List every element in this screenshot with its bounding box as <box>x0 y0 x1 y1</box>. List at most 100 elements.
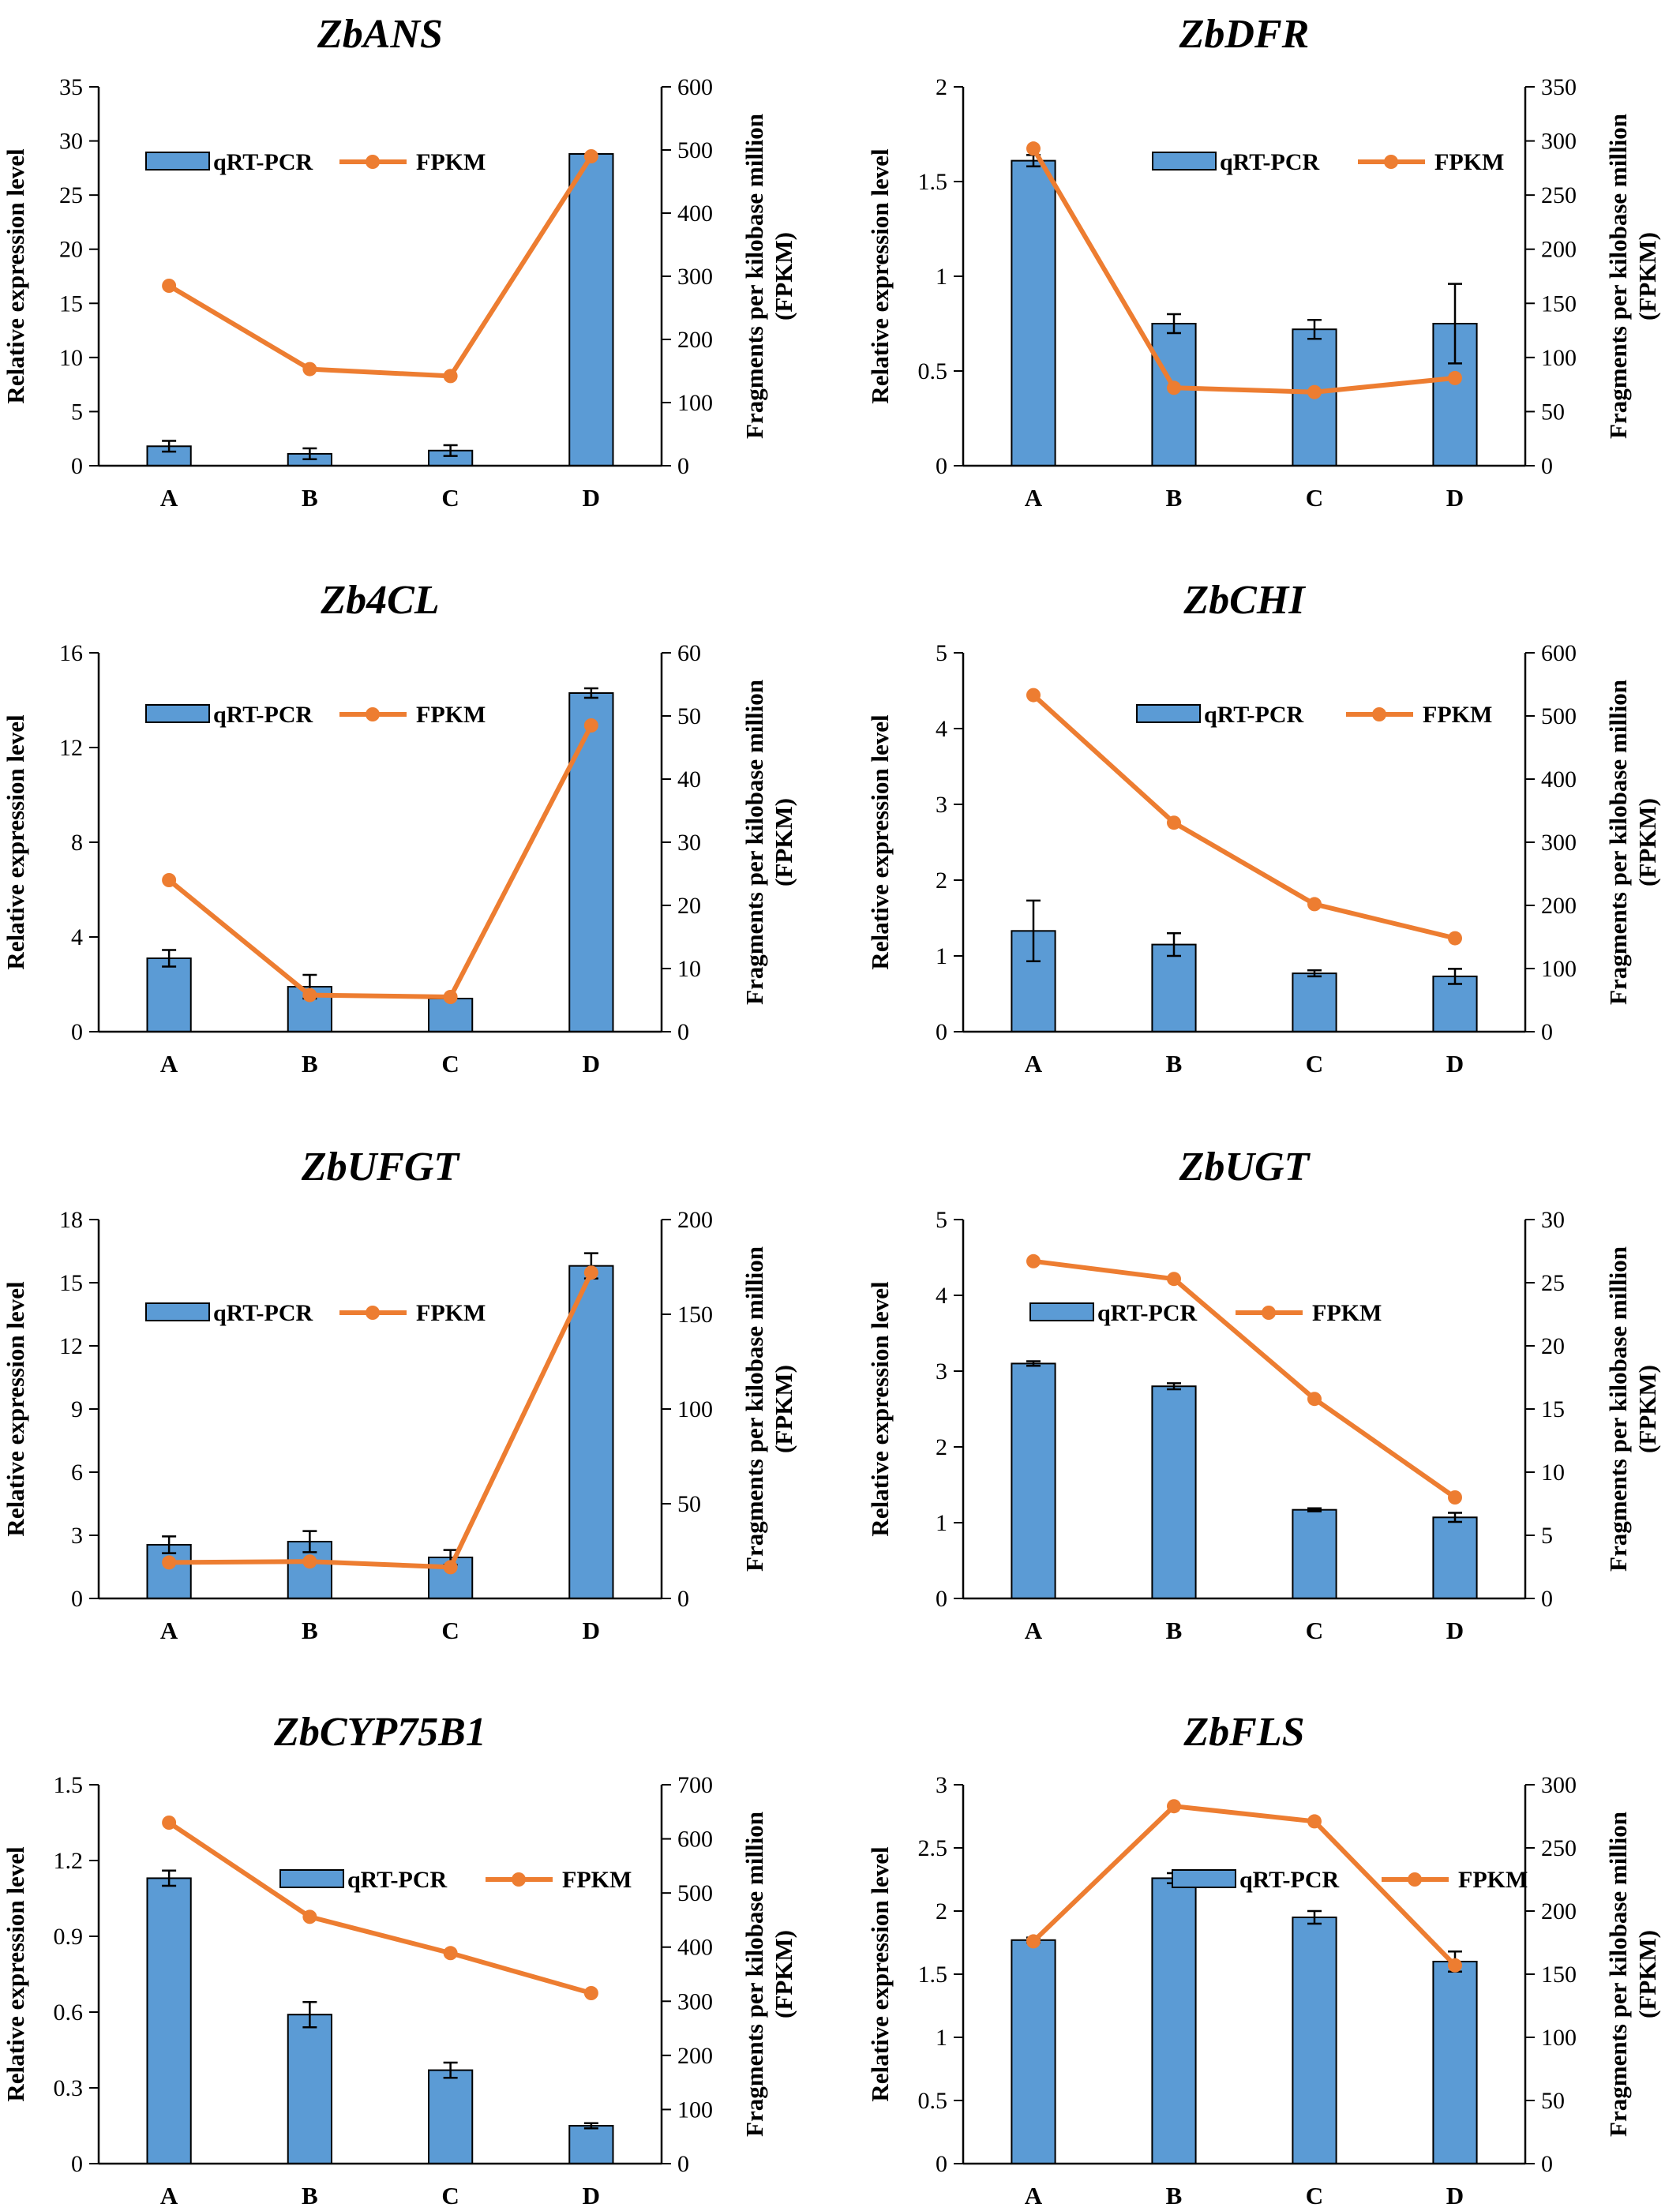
fpkm-point-D <box>583 718 598 733</box>
y2-tick-label: 5 <box>1541 1523 1553 1549</box>
x-tick-label: D <box>1446 2182 1464 2209</box>
y-tick-label: 0 <box>936 1019 947 1045</box>
y-tick-label: 5 <box>936 640 947 666</box>
y2-tick-label: 0 <box>1541 1586 1553 1612</box>
bar-B <box>1151 1877 1197 2164</box>
fpkm-point-B <box>1167 815 1181 830</box>
y2-tick-label: 200 <box>1541 893 1577 919</box>
y-tick-label: 1 <box>936 1510 947 1536</box>
legend-label-qrt-pcr: qRT-PCR <box>1239 1867 1340 1893</box>
fpkm-point-B <box>302 362 317 377</box>
fpkm-point-C <box>443 1560 458 1575</box>
y2-axis-title-unit: (FPKM) <box>1633 798 1661 886</box>
x-tick-label: C <box>1306 484 1323 512</box>
legend-label-qrt-pcr: qRT-PCR <box>347 1867 448 1893</box>
y2-tick-label: 150 <box>1541 290 1577 317</box>
y2-axis-title-unit: (FPKM) <box>770 232 797 320</box>
y-tick-label: 15 <box>59 290 83 317</box>
y2-tick-label: 600 <box>1541 640 1577 666</box>
y2-tick-label: 40 <box>677 766 701 793</box>
x-tick-label: A <box>1025 484 1043 512</box>
y2-tick-label: 0 <box>1541 1019 1553 1045</box>
fpkm-point-C <box>443 990 458 1004</box>
fpkm-line <box>1031 147 1456 395</box>
y-tick-label: 12 <box>59 735 83 761</box>
x-tick-label: A <box>1025 1050 1043 1077</box>
y2-tick-label: 100 <box>677 1396 713 1422</box>
chart-panel-ZbUFGT: ZbUFGT 0 3 6 9 12 15 18 0 50 100 150 200 A B C D Relative… <box>2 1145 797 1644</box>
y2-tick-label: 20 <box>677 893 701 919</box>
legend-label-qrt-pcr: qRT-PCR <box>213 149 313 175</box>
y2-axis-title-unit: (FPKM) <box>1633 1365 1661 1453</box>
x-tick-label: B <box>1166 2182 1183 2209</box>
y2-tick-label: 100 <box>1541 345 1577 371</box>
fpkm-point-D <box>1448 931 1462 946</box>
y2-tick-label: 200 <box>677 2043 713 2069</box>
legend: qRT-PCR FPKM <box>279 1867 632 1893</box>
y2-tick-label: 200 <box>677 1207 713 1233</box>
bar-A <box>1011 1362 1056 1600</box>
x-tick-label: B <box>302 1617 318 1644</box>
x-tick-label: A <box>160 2182 178 2209</box>
y2-tick-label: 10 <box>1541 1460 1565 1486</box>
y2-axis-title: Fragments per kilobase million <box>741 114 768 439</box>
bar-C <box>427 2069 474 2165</box>
legend: qRT-PCR FPKM <box>1152 149 1504 175</box>
legend-bar-swatch <box>1152 152 1217 171</box>
y2-tick-label: 0 <box>1541 2151 1553 2177</box>
y2-tick-label: 150 <box>677 1302 713 1328</box>
y-tick-label: 0 <box>936 2151 947 2177</box>
y-tick-label: 3 <box>936 792 947 818</box>
fpkm-point-B <box>1167 1272 1181 1287</box>
legend-label-qrt-pcr: qRT-PCR <box>1220 149 1320 175</box>
y-tick-label: 2 <box>936 868 947 894</box>
x-tick-label: C <box>1306 1050 1323 1077</box>
fpkm-point-D <box>583 1265 598 1280</box>
y-tick-label: 1.5 <box>918 1962 948 1988</box>
legend: qRT-PCR FPKM <box>145 1300 486 1326</box>
y2-tick-label: 60 <box>677 640 701 666</box>
y2-tick-label: 200 <box>677 327 713 353</box>
legend-label-fpkm: FPKM <box>416 1300 486 1326</box>
y2-tick-label: 300 <box>677 264 713 290</box>
chart-panel-ZbANS: ZbANS 0 5 10 15 20 25 30 35 0 100 200 300 400 500 600 A B… <box>2 12 797 512</box>
y-tick-label: 3 <box>936 1772 947 1798</box>
x-tick-label: C <box>441 1617 459 1644</box>
y2-axis-title: Fragments per kilobase million <box>741 1246 768 1572</box>
y-tick-label: 15 <box>59 1270 83 1296</box>
y-tick-label: 5 <box>936 1207 947 1233</box>
y-tick-label: 2 <box>936 1434 947 1460</box>
fpkm-line <box>1033 1258 1457 1500</box>
chart-title: ZbFLS <box>1183 1710 1304 1755</box>
y-tick-label: 1 <box>936 943 947 969</box>
legend-bar-swatch <box>145 704 210 723</box>
y2-tick-label: 350 <box>1541 74 1577 100</box>
y2-tick-label: 30 <box>677 830 701 856</box>
y2-axis-title: Fragments per kilobase million <box>741 680 768 1005</box>
fpkm-point-D <box>583 1986 598 2000</box>
fpkm-point-C <box>1307 384 1322 399</box>
x-tick-label: B <box>302 1050 318 1077</box>
legend-label-qrt-pcr: qRT-PCR <box>213 702 313 728</box>
y2-axis-title: Fragments per kilobase million <box>1604 1812 1632 2137</box>
y2-tick-label: 700 <box>677 1772 713 1798</box>
fpkm-line <box>1031 693 1456 941</box>
y2-axis-title-unit: (FPKM) <box>770 1930 797 2018</box>
x-tick-label: D <box>583 484 600 512</box>
chart-title: ZbCHI <box>1183 578 1306 623</box>
x-tick-label: C <box>441 2182 459 2209</box>
y2-axis-title-unit: (FPKM) <box>770 1365 797 1453</box>
y-tick-label: 1 <box>936 2025 947 2051</box>
y2-axis-title: Fragments per kilobase million <box>1604 680 1632 1005</box>
y2-tick-label: 300 <box>1541 830 1577 856</box>
y2-tick-label: 100 <box>1541 956 1577 982</box>
y2-tick-label: 50 <box>677 703 701 729</box>
x-tick-label: A <box>160 1050 178 1077</box>
y-axis-title: Relative expression level <box>866 714 894 970</box>
chart-panel-ZbCYP75B1: ZbCYP75B1 0 0.3 0.6 0.9 1.2 1.5 0 100 200 300 400 50… <box>2 1710 797 2209</box>
y2-tick-label: 400 <box>677 1935 713 1961</box>
legend-bar-swatch <box>145 1302 210 1321</box>
legend-line-marker <box>366 707 380 721</box>
bar-D <box>1432 1961 1478 2164</box>
